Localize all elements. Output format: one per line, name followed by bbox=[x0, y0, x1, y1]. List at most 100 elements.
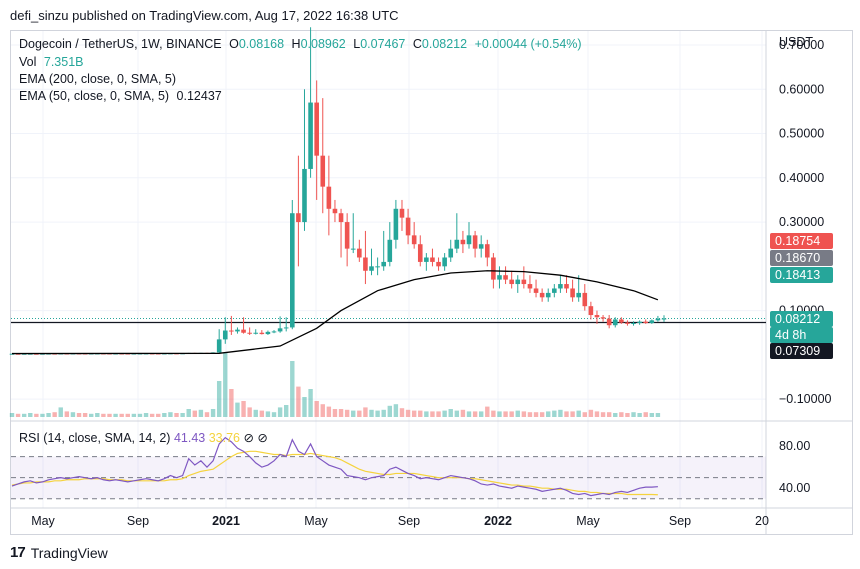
volume-bar bbox=[387, 405, 392, 417]
candle-body bbox=[558, 284, 563, 289]
volume-bar bbox=[570, 411, 575, 417]
price-tag: 4d 8h bbox=[770, 327, 833, 343]
volume-bar bbox=[119, 413, 124, 417]
candle-body bbox=[606, 318, 612, 326]
high-label: H bbox=[291, 37, 301, 51]
volume-bar bbox=[259, 410, 265, 417]
volume-bar bbox=[558, 409, 563, 417]
change-value: +0.00044 (+0.54%) bbox=[474, 37, 582, 51]
legend-volume: Vol 7.351B bbox=[19, 55, 88, 69]
chart-frame[interactable] bbox=[10, 30, 853, 535]
volume-label[interactable]: Vol bbox=[19, 55, 37, 69]
volume-bar bbox=[363, 407, 368, 417]
open-value: 0.08168 bbox=[238, 37, 285, 51]
ema50-line bbox=[11, 270, 659, 355]
volume-bar bbox=[539, 412, 545, 417]
volume-bar bbox=[594, 411, 600, 417]
volume-bar bbox=[619, 412, 624, 417]
candle-body bbox=[326, 186, 332, 209]
candle-body bbox=[40, 353, 45, 355]
volume-bar bbox=[564, 411, 569, 417]
candle-body bbox=[466, 235, 472, 245]
volume-bar bbox=[284, 405, 289, 417]
volume-bar bbox=[326, 406, 332, 417]
volume-bar bbox=[168, 412, 173, 417]
candle-body bbox=[661, 318, 667, 320]
rsi-legend: RSI (14, close, SMA, 14, 2) 41.43 33.76 … bbox=[19, 430, 268, 445]
volume-bar bbox=[344, 409, 350, 417]
volume-bar bbox=[131, 413, 137, 417]
symbol-label[interactable]: Dogecoin / TetherUS, 1W, BINANCE bbox=[19, 37, 222, 51]
candle-body bbox=[643, 321, 649, 324]
volume-bar bbox=[314, 401, 319, 417]
candle-body bbox=[363, 257, 368, 271]
candle-body bbox=[253, 332, 259, 334]
candle-body bbox=[588, 306, 594, 316]
candle-body bbox=[503, 275, 508, 280]
volume-bar bbox=[472, 411, 478, 417]
volume-bar bbox=[21, 413, 27, 417]
candle-body bbox=[442, 257, 447, 267]
volume-bar bbox=[436, 411, 441, 417]
volume-bar bbox=[424, 411, 429, 417]
time-tick-label: 2021 bbox=[212, 514, 240, 528]
candle-body bbox=[539, 292, 545, 298]
candle-body bbox=[448, 248, 454, 258]
volume-bar bbox=[637, 413, 642, 417]
volume-bar bbox=[411, 410, 417, 417]
candle-body bbox=[509, 279, 514, 285]
volume-bar bbox=[137, 413, 143, 417]
volume-bar bbox=[460, 409, 466, 417]
volume-bar bbox=[223, 353, 228, 417]
candle-body bbox=[393, 208, 399, 240]
candle-body bbox=[259, 332, 265, 335]
volume-bar bbox=[253, 409, 258, 417]
candle-body bbox=[545, 292, 551, 298]
candle-body bbox=[600, 317, 606, 319]
candle-body bbox=[454, 239, 460, 249]
time-tick-label: Sep bbox=[398, 514, 420, 528]
candle-body bbox=[497, 275, 502, 280]
volume-bar bbox=[643, 412, 648, 417]
candle-body bbox=[387, 239, 393, 262]
volume-bar bbox=[241, 401, 246, 417]
candle-body bbox=[314, 102, 319, 156]
legend-ema50: EMA (50, close, 0, SMA, 5) 0.12437 bbox=[19, 89, 226, 103]
rsi-band bbox=[11, 456, 766, 499]
high-value: 0.08962 bbox=[300, 37, 346, 51]
volume-bar bbox=[52, 412, 57, 417]
candle-body bbox=[350, 248, 356, 250]
volume-bar bbox=[521, 411, 527, 417]
ema50-label[interactable]: EMA (50, close, 0, SMA, 5) bbox=[19, 89, 170, 103]
volume-bar bbox=[235, 402, 240, 417]
candle-body bbox=[417, 244, 423, 262]
volume-bar bbox=[582, 412, 587, 417]
rsi-label[interactable]: RSI (14, close, SMA, 14, 2) bbox=[19, 431, 171, 445]
ema50-value: 0.12437 bbox=[176, 89, 222, 103]
candle-body bbox=[570, 288, 575, 298]
candle-body bbox=[332, 208, 338, 214]
candles bbox=[9, 27, 766, 355]
candle-body bbox=[533, 288, 539, 293]
ema-lines bbox=[11, 270, 659, 355]
volume-bar bbox=[180, 413, 185, 417]
candle-body bbox=[375, 266, 380, 268]
candle-body bbox=[612, 319, 618, 326]
candle-body bbox=[229, 330, 234, 332]
hide-icons[interactable]: ⊘ ⊘ bbox=[243, 431, 268, 445]
candle-body bbox=[21, 353, 27, 355]
volume-bar bbox=[576, 410, 581, 417]
volume-bar bbox=[296, 386, 301, 417]
candle-body bbox=[521, 279, 527, 285]
candle-body bbox=[15, 353, 21, 355]
volume-bar bbox=[277, 407, 283, 417]
footer-brand[interactable]: TradingView bbox=[30, 544, 108, 561]
volume-value: 7.351B bbox=[43, 55, 84, 69]
ema200-label[interactable]: EMA (200, close, 0, SMA, 5) bbox=[19, 72, 177, 86]
volume-bar bbox=[527, 412, 533, 417]
volume-bar bbox=[28, 413, 33, 417]
volume-bar bbox=[89, 413, 94, 417]
price-tag: 0.18670 bbox=[770, 250, 833, 266]
volume-bar bbox=[162, 413, 167, 417]
